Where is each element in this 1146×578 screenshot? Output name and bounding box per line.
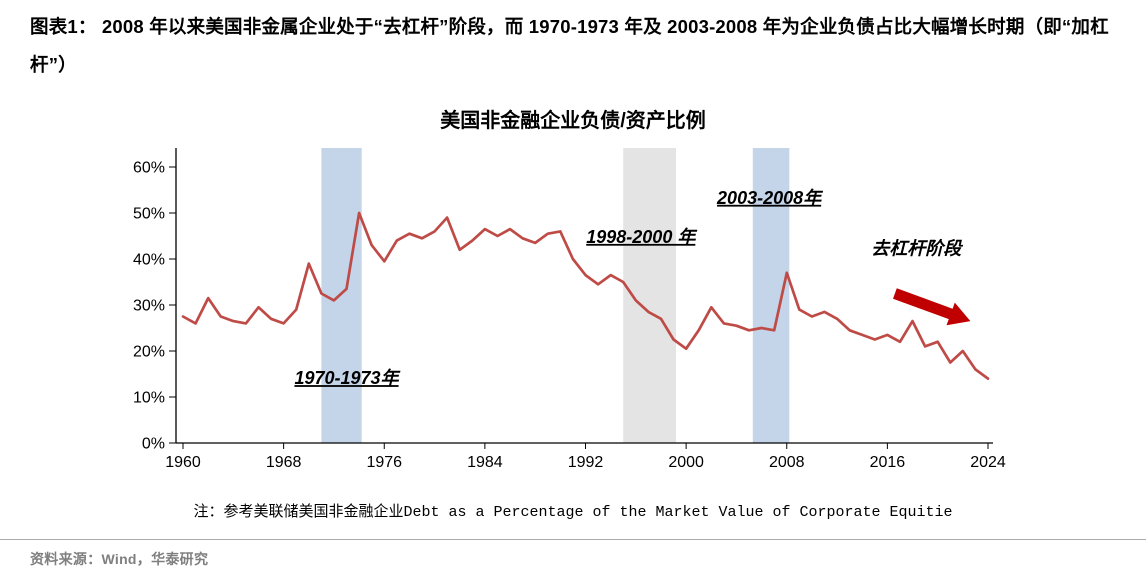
deleverage-arrow-icon [893,288,971,326]
y-tick-label: 30% [133,298,165,315]
x-tick-label: 1960 [165,454,201,471]
period-band-1970-1973 [321,148,362,443]
x-tick-label: 1984 [467,454,503,471]
y-tick-label: 60% [133,160,165,177]
annotation-label: 2003-2008年 [716,188,824,208]
chart-note: 注：参考美联储美国非金融企业Debt as a Percentage of th… [193,504,953,521]
y-tick-label: 40% [133,252,165,269]
chart-title: 美国非金融企业负债/资产比例 [440,110,706,132]
y-tick-label: 0% [142,436,165,453]
x-tick-label: 2024 [970,454,1006,471]
y-tick-label: 20% [133,344,165,361]
x-tick-label: 1976 [366,454,402,471]
annotation-label: 去杠杆阶段 [871,238,963,258]
source-text: 资料来源：Wind，华泰研究 [30,551,209,567]
x-tick-label: 1968 [266,454,302,471]
figure-title: 图表1： 2008 年以来美国非金属企业处于“去杠杆”阶段，而 1970-197… [30,16,1109,75]
line-chart: 0% 10% 20% 30% 40% 50% 60% 1960 1968 1976 1984 1992… [133,148,1006,471]
x-tick-label: 2000 [668,454,704,471]
y-tick-label: 50% [133,206,165,223]
x-tick-label: 2016 [870,454,906,471]
y-tick-label: 10% [133,390,165,407]
debt-ratio-series-line [181,211,990,380]
period-band-2003-2008 [752,148,790,443]
source-bar: 资料来源：Wind，华泰研究 [0,539,1146,569]
x-tick-label: 2008 [769,454,805,471]
x-tick-label: 1992 [568,454,604,471]
annotation-label: 1998-2000 年 [586,227,698,247]
annotation-label: 1970-1973年 [294,368,401,388]
